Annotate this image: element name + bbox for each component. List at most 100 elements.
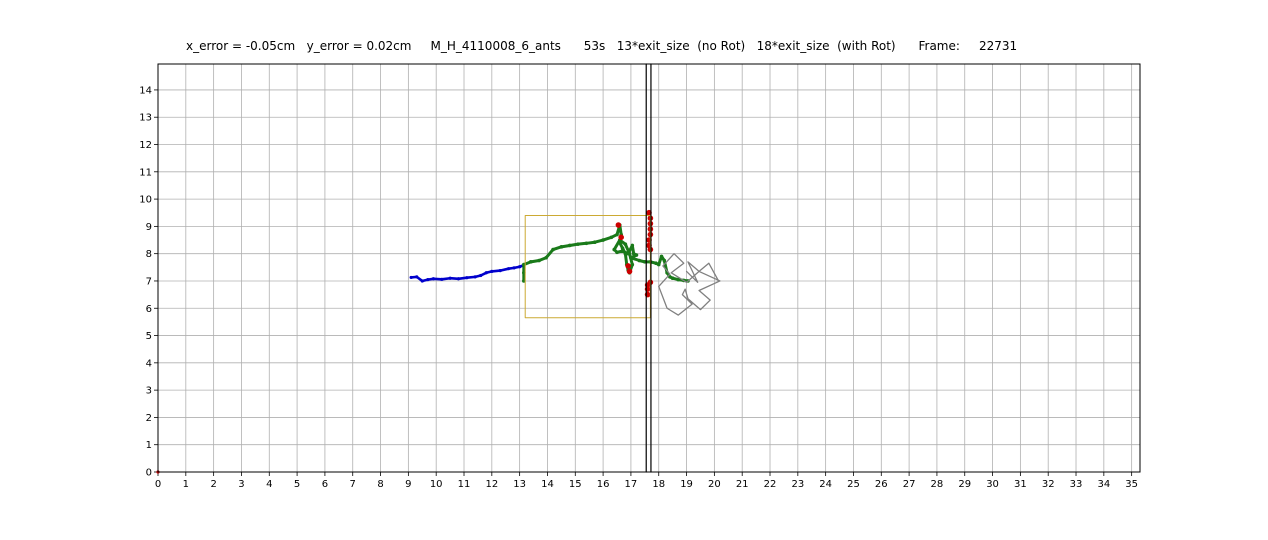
data-point [551,247,555,252]
x-tick-label: 31 [1014,479,1027,490]
y-tick-label: 10 [139,195,152,206]
y-tick-label: 0 [146,468,152,479]
x-tick-label: 5 [294,479,300,490]
y-tick-label: 7 [146,276,152,287]
data-point [656,262,661,267]
data-point [537,258,541,263]
x-tick-label: 18 [652,479,665,490]
data-point [473,275,477,279]
data-point [601,238,605,242]
series-load-shape [658,253,721,316]
data-point [630,243,635,248]
x-tick-label: 1 [183,479,189,490]
chart-title: x_error = -0.05cm y_error = 0.02cm M_H_4… [186,39,1018,53]
x-tick-label: 17 [625,479,638,490]
data-point [623,242,628,246]
data-point [512,266,516,270]
plot-series [156,63,721,474]
data-point [623,251,628,256]
series-load-shape-line [685,261,720,283]
data-point [576,242,580,246]
data-point [528,260,533,264]
x-tick-label: 12 [485,479,498,490]
x-tick-label: 29 [958,479,971,490]
data-point [484,271,488,275]
x-tick-label: 8 [377,479,383,490]
x-tick-label: 15 [569,479,582,490]
data-point [584,241,589,246]
data-point [415,275,419,279]
x-tick-label: 26 [875,479,888,490]
x-tick-label: 33 [1070,479,1083,490]
x-tick-label: 32 [1042,479,1055,490]
x-tick-label: 30 [986,479,999,490]
x-tick-label: 9 [405,479,411,490]
y-tick-label: 2 [146,413,152,424]
data-point [625,263,631,269]
x-tick-label: 20 [708,479,721,490]
data-point [637,258,642,263]
data-point [676,277,681,282]
data-point [662,258,667,263]
series-load-shape-line [658,253,721,316]
data-point [626,268,633,275]
x-tick-label: 13 [513,479,526,490]
data-point [559,245,564,249]
y-tick-label: 14 [139,85,152,96]
x-tick-label: 14 [541,479,554,490]
data-point [615,232,619,237]
y-tick-label: 11 [139,167,152,178]
data-point [659,254,664,259]
data-point [618,234,624,241]
data-point [609,235,614,240]
axis-ticks: 0 1 2 3 4 5 6 7 8 9 10 11 12 13 14 15 16 17 18 19 20 21 22 23 24… [139,85,1138,490]
data-point [620,249,625,253]
data-point [567,243,572,248]
x-tick-label: 2 [210,479,216,490]
data-point [465,276,469,280]
data-point [654,261,658,266]
x-tick-label: 6 [322,479,328,490]
data-point [620,246,625,251]
x-tick-label: 21 [736,479,749,490]
data-point [626,251,630,256]
x-tick-label: 27 [903,479,916,490]
x-tick-label: 0 [155,479,161,490]
x-tick-label: 34 [1097,479,1110,490]
x-tick-label: 22 [764,479,777,490]
x-tick-label: 11 [458,479,471,490]
plot-frame [157,63,1141,473]
data-point [420,279,424,283]
x-tick-label: 28 [931,479,944,490]
data-point [615,250,619,255]
data-point [448,276,452,280]
data-point [440,277,444,281]
y-tick-label: 5 [146,331,152,342]
y-tick-label: 1 [146,440,152,451]
y-tick-label: 13 [139,113,152,124]
x-tick-label: 3 [238,479,244,490]
x-tick-label: 35 [1125,479,1138,490]
data-point [431,277,436,281]
y-tick-label: 12 [139,140,152,151]
data-point [456,277,461,281]
data-point [426,277,430,282]
data-point [630,262,635,267]
data-point [518,265,522,269]
data-point [629,255,633,260]
data-point [498,268,502,273]
series-trajectory-blue [409,263,526,283]
x-tick-label: 4 [266,479,272,490]
y-tick-label: 9 [146,222,152,233]
series-trajectory-green-line [522,223,690,283]
data-point [490,269,494,274]
y-tick-label: 8 [146,249,152,260]
y-tick-label: 3 [146,386,152,397]
x-tick-label: 7 [350,479,356,490]
data-point [612,247,617,252]
data-point [631,251,636,256]
data-point [617,240,622,245]
x-tick-label: 25 [847,479,860,490]
grid [157,64,1140,473]
